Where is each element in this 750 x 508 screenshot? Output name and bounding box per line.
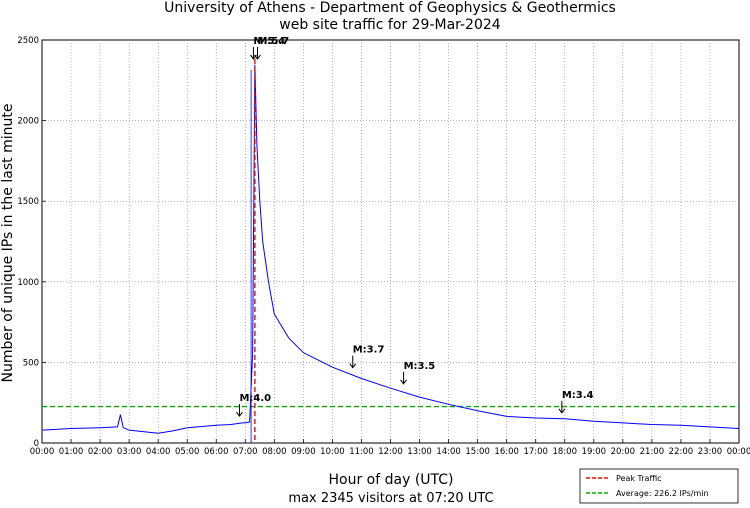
x-tick-label: 14:00 bbox=[436, 447, 461, 457]
y-tick-label: 0 bbox=[34, 439, 39, 449]
chart-subtitle: max 2345 visitors at 07:20 UTC bbox=[288, 491, 493, 506]
x-tick-label: 01:00 bbox=[59, 447, 84, 457]
legend-peak-label: Peak Traffic bbox=[616, 474, 662, 483]
x-tick-label: 00:00 bbox=[30, 447, 55, 457]
x-tick-label: 03:00 bbox=[117, 447, 142, 457]
y-tick-label: 1000 bbox=[17, 278, 39, 288]
x-tick-labels: 00:00 01:00 02:00 03:00 04:00 05:00 06:00 07:00… bbox=[30, 447, 750, 457]
annotation-label: M:3.5 bbox=[404, 361, 436, 372]
x-tick-label: 07:00 bbox=[233, 447, 258, 457]
annotation-label: M:3.7 bbox=[353, 345, 385, 356]
annotation-arrowhead bbox=[400, 379, 407, 385]
x-tick-label: 17:00 bbox=[523, 447, 548, 457]
chart-title-line1: University of Athens - Department of Geo… bbox=[164, 0, 616, 16]
x-tick-label: 11:00 bbox=[349, 447, 374, 457]
chart-title-line2: web site traffic for 29-Mar-2024 bbox=[279, 17, 501, 33]
annotation-layer: M:4.0 M:5.4M:5.7 M:3.7 M:3.5 M:3.4 bbox=[236, 36, 594, 417]
x-tick-label: 02:00 bbox=[88, 447, 113, 457]
annotation-arrowhead bbox=[349, 363, 357, 369]
annotation-label: M:3.4 bbox=[562, 390, 594, 401]
x-tick-label: 16:00 bbox=[494, 447, 519, 457]
annotation-label: M:5.7 bbox=[257, 36, 289, 47]
x-tick-label: 06:00 bbox=[204, 447, 229, 457]
legend: Peak Traffic Average: 226.2 IPs/min bbox=[579, 468, 739, 504]
x-tick-label: 22:00 bbox=[669, 447, 694, 457]
legend-average-label: Average: 226.2 IPs/min bbox=[616, 489, 709, 498]
grid-lines bbox=[41, 39, 740, 444]
x-axis-label: Hour of day (UTC) bbox=[329, 472, 454, 488]
annotation-arrowhead bbox=[558, 408, 566, 414]
x-tick-label: 00:00 bbox=[727, 447, 750, 457]
y-axis-label: Number of unique IPs in the last minute bbox=[0, 104, 16, 383]
annotation-label: M:5.4 bbox=[253, 36, 285, 47]
y-tick-label: 1500 bbox=[17, 197, 39, 207]
y-tick-label: 500 bbox=[23, 358, 39, 368]
x-tick-label: 13:00 bbox=[407, 447, 432, 457]
annotation-arrowhead bbox=[254, 54, 261, 60]
annotation-label: M:4.0 bbox=[239, 393, 271, 404]
y-tick-labels: 0 500 1000 1500 2000 2500 bbox=[17, 36, 39, 449]
x-tick-label: 10:00 bbox=[320, 447, 345, 457]
legend-box bbox=[579, 468, 739, 504]
x-tick-label: 08:00 bbox=[262, 447, 287, 457]
x-tick-label: 20:00 bbox=[611, 447, 636, 457]
x-tick-label: 04:00 bbox=[146, 447, 171, 457]
x-tick-label: 05:00 bbox=[175, 447, 200, 457]
y-tick-label: 2000 bbox=[17, 117, 39, 127]
x-tick-label: 09:00 bbox=[291, 447, 316, 457]
x-tick-label: 19:00 bbox=[582, 447, 607, 457]
x-tick-label: 18:00 bbox=[553, 447, 578, 457]
x-tick-label: 15:00 bbox=[465, 447, 490, 457]
x-tick-label: 23:00 bbox=[698, 447, 723, 457]
x-tick-label: 21:00 bbox=[640, 447, 665, 457]
annotation-arrowhead bbox=[236, 411, 243, 417]
x-tick-label: 12:00 bbox=[378, 447, 403, 457]
y-tick-label: 2500 bbox=[17, 36, 39, 46]
traffic-series-line bbox=[41, 64, 740, 434]
series-layer bbox=[41, 64, 740, 434]
